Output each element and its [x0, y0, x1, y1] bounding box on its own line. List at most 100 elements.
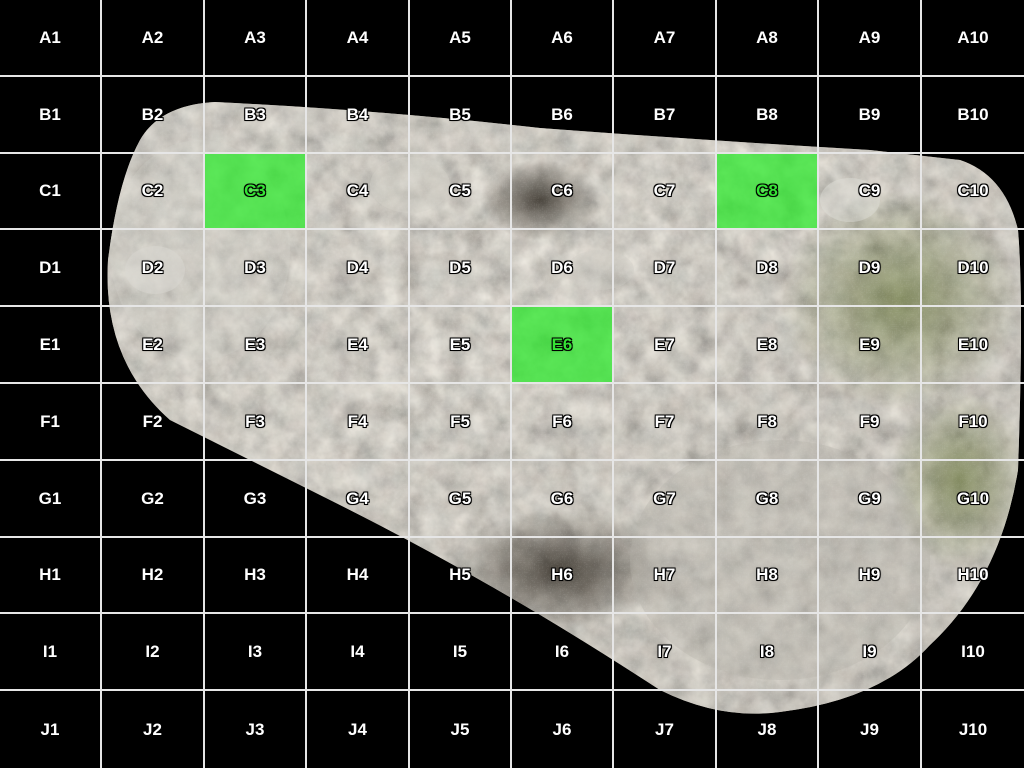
grid-cell-c3[interactable]: C3 — [205, 154, 307, 230]
grid-cell-i9[interactable]: I9 — [819, 614, 922, 691]
grid-cell-d10[interactable]: D10 — [922, 230, 1024, 307]
grid-cell-e3[interactable]: E3 — [205, 307, 307, 384]
grid-cell-b3[interactable]: B3 — [205, 77, 307, 154]
grid-cell-b1[interactable]: B1 — [0, 77, 102, 154]
grid-cell-g7[interactable]: G7 — [614, 461, 717, 538]
grid-cell-h2[interactable]: H2 — [102, 538, 205, 614]
grid-cell-g1[interactable]: G1 — [0, 461, 102, 538]
grid-cell-h5[interactable]: H5 — [410, 538, 512, 614]
grid-cell-g5[interactable]: G5 — [410, 461, 512, 538]
grid-cell-j8[interactable]: J8 — [717, 691, 819, 768]
grid-cell-h10[interactable]: H10 — [922, 538, 1024, 614]
grid-cell-c2[interactable]: C2 — [102, 154, 205, 230]
grid-cell-i6[interactable]: I6 — [512, 614, 614, 691]
grid-cell-f2[interactable]: F2 — [102, 384, 205, 461]
grid-cell-b7[interactable]: B7 — [614, 77, 717, 154]
grid-cell-c5[interactable]: C5 — [410, 154, 512, 230]
grid-cell-b5[interactable]: B5 — [410, 77, 512, 154]
grid-cell-h3[interactable]: H3 — [205, 538, 307, 614]
grid-cell-h7[interactable]: H7 — [614, 538, 717, 614]
grid-cell-d5[interactable]: D5 — [410, 230, 512, 307]
grid-cell-c7[interactable]: C7 — [614, 154, 717, 230]
grid-cell-d8[interactable]: D8 — [717, 230, 819, 307]
grid-cell-f9[interactable]: F9 — [819, 384, 922, 461]
grid-cell-h8[interactable]: H8 — [717, 538, 819, 614]
grid-cell-f4[interactable]: F4 — [307, 384, 410, 461]
grid-cell-j1[interactable]: J1 — [0, 691, 102, 768]
grid-cell-d9[interactable]: D9 — [819, 230, 922, 307]
grid-cell-j2[interactable]: J2 — [102, 691, 205, 768]
grid-cell-a10[interactable]: A10 — [922, 0, 1024, 77]
grid-cell-b2[interactable]: B2 — [102, 77, 205, 154]
grid-cell-c9[interactable]: C9 — [819, 154, 922, 230]
grid-cell-d3[interactable]: D3 — [205, 230, 307, 307]
grid-cell-e7[interactable]: E7 — [614, 307, 717, 384]
grid-cell-e10[interactable]: E10 — [922, 307, 1024, 384]
grid-cell-f10[interactable]: F10 — [922, 384, 1024, 461]
grid-cell-g2[interactable]: G2 — [102, 461, 205, 538]
grid-cell-c6[interactable]: C6 — [512, 154, 614, 230]
grid-cell-j3[interactable]: J3 — [205, 691, 307, 768]
grid-cell-h6[interactable]: H6 — [512, 538, 614, 614]
grid-cell-f3[interactable]: F3 — [205, 384, 307, 461]
grid-cell-f8[interactable]: F8 — [717, 384, 819, 461]
grid-cell-g9[interactable]: G9 — [819, 461, 922, 538]
grid-cell-d7[interactable]: D7 — [614, 230, 717, 307]
grid-cell-a6[interactable]: A6 — [512, 0, 614, 77]
grid-cell-h1[interactable]: H1 — [0, 538, 102, 614]
grid-cell-c10[interactable]: C10 — [922, 154, 1024, 230]
grid-cell-b9[interactable]: B9 — [819, 77, 922, 154]
grid-cell-b6[interactable]: B6 — [512, 77, 614, 154]
grid-cell-i2[interactable]: I2 — [102, 614, 205, 691]
grid-cell-c4[interactable]: C4 — [307, 154, 410, 230]
grid-cell-i4[interactable]: I4 — [307, 614, 410, 691]
grid-cell-j5[interactable]: J5 — [410, 691, 512, 768]
grid-cell-i7[interactable]: I7 — [614, 614, 717, 691]
grid-cell-e6[interactable]: E6 — [512, 307, 614, 384]
grid-cell-j7[interactable]: J7 — [614, 691, 717, 768]
grid-cell-b10[interactable]: B10 — [922, 77, 1024, 154]
grid-cell-e1[interactable]: E1 — [0, 307, 102, 384]
grid-cell-b8[interactable]: B8 — [717, 77, 819, 154]
grid-cell-a8[interactable]: A8 — [717, 0, 819, 77]
grid-cell-b4[interactable]: B4 — [307, 77, 410, 154]
grid-cell-j10[interactable]: J10 — [922, 691, 1024, 768]
grid-cell-j4[interactable]: J4 — [307, 691, 410, 768]
grid-cell-i3[interactable]: I3 — [205, 614, 307, 691]
grid-cell-i1[interactable]: I1 — [0, 614, 102, 691]
grid-cell-a4[interactable]: A4 — [307, 0, 410, 77]
grid-cell-f6[interactable]: F6 — [512, 384, 614, 461]
grid-cell-c1[interactable]: C1 — [0, 154, 102, 230]
grid-cell-d1[interactable]: D1 — [0, 230, 102, 307]
grid-cell-e5[interactable]: E5 — [410, 307, 512, 384]
grid-cell-g8[interactable]: G8 — [717, 461, 819, 538]
grid-cell-g3[interactable]: G3 — [205, 461, 307, 538]
grid-cell-j9[interactable]: J9 — [819, 691, 922, 768]
grid-cell-a2[interactable]: A2 — [102, 0, 205, 77]
grid-cell-g6[interactable]: G6 — [512, 461, 614, 538]
grid-cell-a3[interactable]: A3 — [205, 0, 307, 77]
grid-cell-a9[interactable]: A9 — [819, 0, 922, 77]
grid-cell-e8[interactable]: E8 — [717, 307, 819, 384]
grid-cell-d4[interactable]: D4 — [307, 230, 410, 307]
grid-cell-j6[interactable]: J6 — [512, 691, 614, 768]
grid-cell-a5[interactable]: A5 — [410, 0, 512, 77]
grid-cell-i5[interactable]: I5 — [410, 614, 512, 691]
grid-cell-d6[interactable]: D6 — [512, 230, 614, 307]
grid-cell-f5[interactable]: F5 — [410, 384, 512, 461]
grid-cell-e2[interactable]: E2 — [102, 307, 205, 384]
grid-cell-h4[interactable]: H4 — [307, 538, 410, 614]
grid-cell-d2[interactable]: D2 — [102, 230, 205, 307]
grid-cell-a7[interactable]: A7 — [614, 0, 717, 77]
grid-cell-e9[interactable]: E9 — [819, 307, 922, 384]
grid-cell-e4[interactable]: E4 — [307, 307, 410, 384]
grid-cell-a1[interactable]: A1 — [0, 0, 102, 77]
grid-cell-f1[interactable]: F1 — [0, 384, 102, 461]
grid-cell-g4[interactable]: G4 — [307, 461, 410, 538]
grid-cell-i8[interactable]: I8 — [717, 614, 819, 691]
grid-cell-i10[interactable]: I10 — [922, 614, 1024, 691]
grid-cell-f7[interactable]: F7 — [614, 384, 717, 461]
grid-cell-h9[interactable]: H9 — [819, 538, 922, 614]
grid-cell-c8[interactable]: C8 — [717, 154, 819, 230]
grid-cell-g10[interactable]: G10 — [922, 461, 1024, 538]
